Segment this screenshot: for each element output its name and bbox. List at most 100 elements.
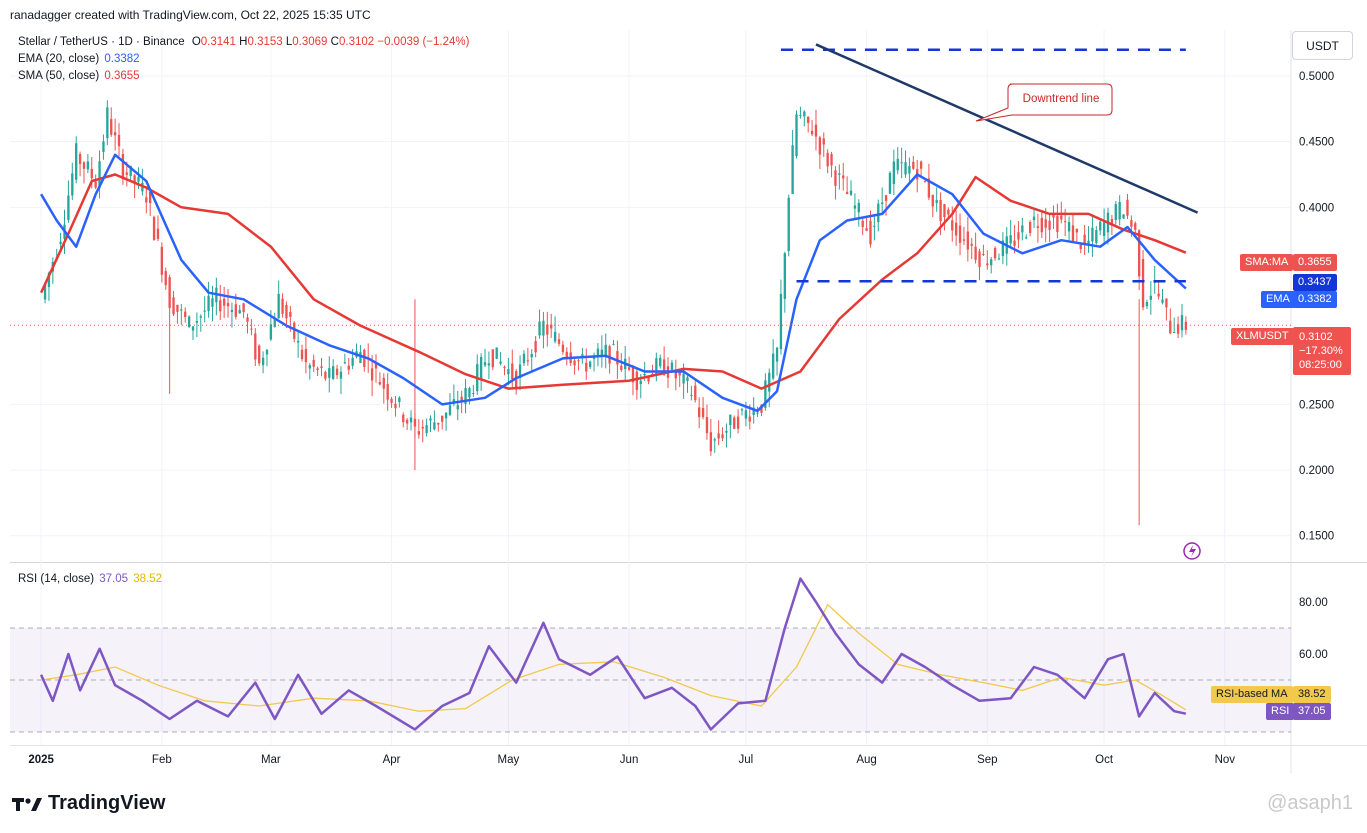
tradingview-logo[interactable]: TradingView — [12, 792, 165, 815]
candle-body — [441, 415, 444, 422]
candle-body — [273, 318, 276, 328]
candle-body — [1102, 222, 1106, 237]
candle-body — [740, 409, 744, 411]
candle-body — [1087, 240, 1090, 245]
candle-body — [1028, 221, 1032, 233]
candle-body — [561, 344, 565, 353]
candle-body — [195, 320, 199, 323]
candle-body — [701, 407, 705, 418]
time-tick-label: Aug — [856, 754, 876, 766]
candle-body — [834, 170, 837, 186]
price-tick-label: 0.4500 — [1299, 137, 1334, 149]
symbol-legend[interactable]: Stellar / TetherUS · 1D · Binance O0.314… — [18, 36, 469, 48]
candle-body — [1114, 204, 1117, 221]
candle-body — [736, 416, 740, 429]
sma-legend-label: SMA (50, close) — [18, 70, 100, 82]
price-tick-label: 0.5000 — [1299, 71, 1334, 83]
time-tick-label: Oct — [1095, 754, 1114, 766]
candle-body — [499, 361, 502, 364]
candle-body — [565, 351, 568, 358]
candle-body — [694, 385, 697, 401]
candle-body — [444, 412, 448, 419]
sma-legend[interactable]: SMA (50, close) 0.3655 — [18, 70, 140, 82]
candle-body — [437, 422, 440, 425]
candle-body — [542, 320, 545, 336]
candle-body — [409, 417, 413, 423]
candle-body — [954, 222, 958, 236]
rsi-ma-tag-value: 38.52 — [1293, 686, 1331, 703]
price-tag-change: −17.30% — [1299, 345, 1343, 357]
downtrend-callout[interactable]: Downtrend line — [975, 83, 1113, 122]
candle-body — [261, 357, 265, 366]
c-value: 0.3102 — [338, 36, 375, 48]
candle-body — [709, 432, 713, 452]
candle-body — [713, 439, 716, 441]
candle-body — [974, 246, 977, 260]
candle-body — [1184, 321, 1188, 330]
candle-body — [814, 124, 818, 137]
candle-body — [682, 373, 685, 384]
candle-body — [1017, 232, 1020, 240]
candle-body — [947, 209, 950, 215]
candle-body — [986, 263, 989, 266]
candle-body — [1040, 217, 1043, 233]
candle-body — [795, 114, 798, 157]
candle-body — [690, 394, 693, 396]
rsi-tick-label: 60.00 — [1299, 649, 1328, 661]
candle-body — [82, 162, 86, 169]
candle-body — [421, 426, 424, 429]
candle-body — [425, 425, 428, 434]
candle-body — [339, 371, 343, 379]
rsi-legend[interactable]: RSI (14, close) 37.05 38.52 — [18, 573, 162, 585]
candle-body — [725, 430, 728, 433]
ema-legend[interactable]: EMA (20, close) 0.3382 — [18, 53, 140, 65]
candle-body — [98, 161, 101, 189]
candle-body — [152, 216, 156, 241]
lightning-icon[interactable] — [1183, 542, 1201, 560]
price-tag: 0.3102 −17.30% 08:25:00 — [1293, 327, 1351, 375]
candle-body — [316, 368, 319, 370]
candle-body — [550, 324, 553, 329]
candle-body — [1180, 315, 1184, 331]
candle-body — [172, 297, 175, 315]
candle-body — [1173, 332, 1176, 334]
candle-body — [958, 225, 962, 243]
candle-body — [635, 371, 639, 390]
rsi-tag-name: RSI — [1266, 703, 1295, 720]
time-tick-label: 2025 — [28, 754, 54, 766]
watermark: @asaph1 — [1267, 792, 1353, 814]
candle-body — [343, 362, 347, 364]
candle-body — [351, 357, 354, 366]
candle-body — [573, 360, 576, 366]
candle-body — [460, 396, 463, 401]
candle-body — [534, 340, 537, 353]
candle-body — [912, 161, 915, 169]
candle-body — [686, 377, 689, 381]
candle-body — [293, 322, 296, 339]
candle-body — [787, 197, 790, 252]
axes: 0.5000 0.4500 0.4000 0.2500 0.2000 0.1500 2025… — [28, 71, 1334, 766]
candle-body — [1130, 220, 1133, 227]
rsi-legend-label: RSI (14, close) — [18, 573, 95, 585]
time-tick-label: Nov — [1215, 754, 1236, 766]
candle-body — [1137, 230, 1141, 277]
candle-body — [919, 161, 923, 169]
candle-body — [822, 138, 825, 145]
candle-body — [265, 349, 269, 355]
price-tick-label: 0.1500 — [1299, 531, 1334, 543]
header-credit: ranadagger created with TradingView.com,… — [10, 8, 371, 22]
candle-body — [608, 346, 611, 364]
candle-body — [511, 363, 514, 379]
candle-body — [881, 202, 884, 204]
candle-body — [180, 309, 183, 311]
candle-body — [931, 194, 934, 207]
currency-button[interactable]: USDT — [1292, 31, 1353, 60]
candle-body — [1176, 324, 1180, 334]
candle-body — [1134, 223, 1137, 230]
ema-legend-value: 0.3382 — [104, 53, 140, 65]
candle-body — [1122, 214, 1125, 219]
candle-body — [966, 231, 969, 250]
candle-body — [585, 362, 588, 372]
candle-body — [219, 300, 222, 312]
